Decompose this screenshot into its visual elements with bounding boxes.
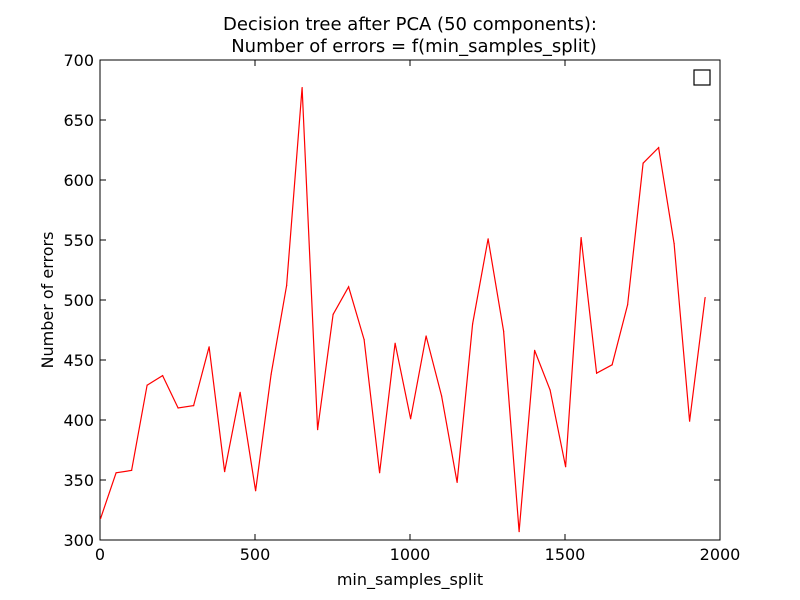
data-point — [348, 286, 350, 288]
data-point — [689, 420, 691, 422]
data-point — [673, 243, 675, 245]
legend-box — [693, 69, 711, 86]
data-point — [410, 418, 412, 420]
chart-title-line2: Number of errors = f(min_samples_split) — [231, 36, 597, 57]
x-tick-label: 0 — [95, 545, 105, 564]
plot-area: 0 500 1000 1500 2000 300 350 400 450 500 550 600 650… — [63, 51, 740, 564]
data-point — [301, 87, 303, 89]
data-point — [472, 323, 474, 325]
series-points — [100, 87, 706, 533]
data-point — [611, 364, 613, 366]
data-point — [208, 346, 210, 348]
data-point — [379, 472, 381, 474]
y-tick-label: 550 — [63, 231, 94, 250]
y-tick-label: 600 — [63, 171, 94, 190]
y-tick-label: 450 — [63, 351, 94, 370]
data-point — [534, 349, 536, 351]
y-tick-label: 500 — [63, 291, 94, 310]
y-tick-label: 350 — [63, 471, 94, 490]
chart-title-line1: Decision tree after PCA (50 components): — [223, 14, 597, 35]
data-point — [627, 304, 629, 306]
data-point — [596, 372, 598, 374]
data-point — [177, 407, 179, 409]
x-tick-label: 1500 — [545, 545, 586, 564]
data-point — [704, 297, 706, 299]
data-point — [270, 373, 272, 375]
data-point — [115, 472, 117, 474]
data-point — [193, 405, 195, 407]
data-point — [642, 162, 644, 164]
data-point — [441, 395, 443, 397]
data-point — [518, 531, 520, 533]
data-point — [658, 147, 660, 149]
x-tick-label: 1000 — [390, 545, 431, 564]
x-tick-label: 2000 — [700, 545, 741, 564]
data-point — [131, 469, 133, 471]
data-point — [363, 339, 365, 341]
data-point — [100, 517, 102, 520]
data-point — [503, 330, 505, 332]
axis-ticks: 0 500 1000 1500 2000 300 350 400 450 500 550 600 650… — [63, 51, 740, 564]
y-tick-label: 300 — [63, 531, 94, 550]
data-point — [317, 429, 319, 431]
data-point — [332, 313, 334, 315]
y-tick-label: 650 — [63, 111, 94, 130]
data-point — [162, 375, 164, 377]
data-point — [224, 471, 226, 473]
data-point — [255, 490, 257, 492]
data-point — [146, 384, 148, 386]
data-point — [394, 342, 396, 344]
data-point — [425, 335, 427, 337]
y-axis-label: Number of errors — [38, 232, 57, 369]
series-line — [100, 87, 706, 532]
data-point — [286, 285, 288, 287]
data-point — [549, 389, 551, 391]
data-point — [580, 237, 582, 239]
data-point — [456, 481, 458, 483]
data-point — [487, 238, 489, 240]
y-tick-label: 400 — [63, 411, 94, 430]
data-point — [239, 391, 241, 393]
y-tick-label: 700 — [63, 51, 94, 70]
data-point — [565, 466, 567, 468]
x-axis-label: min_samples_split — [337, 570, 483, 590]
x-tick-label: 500 — [240, 545, 271, 564]
